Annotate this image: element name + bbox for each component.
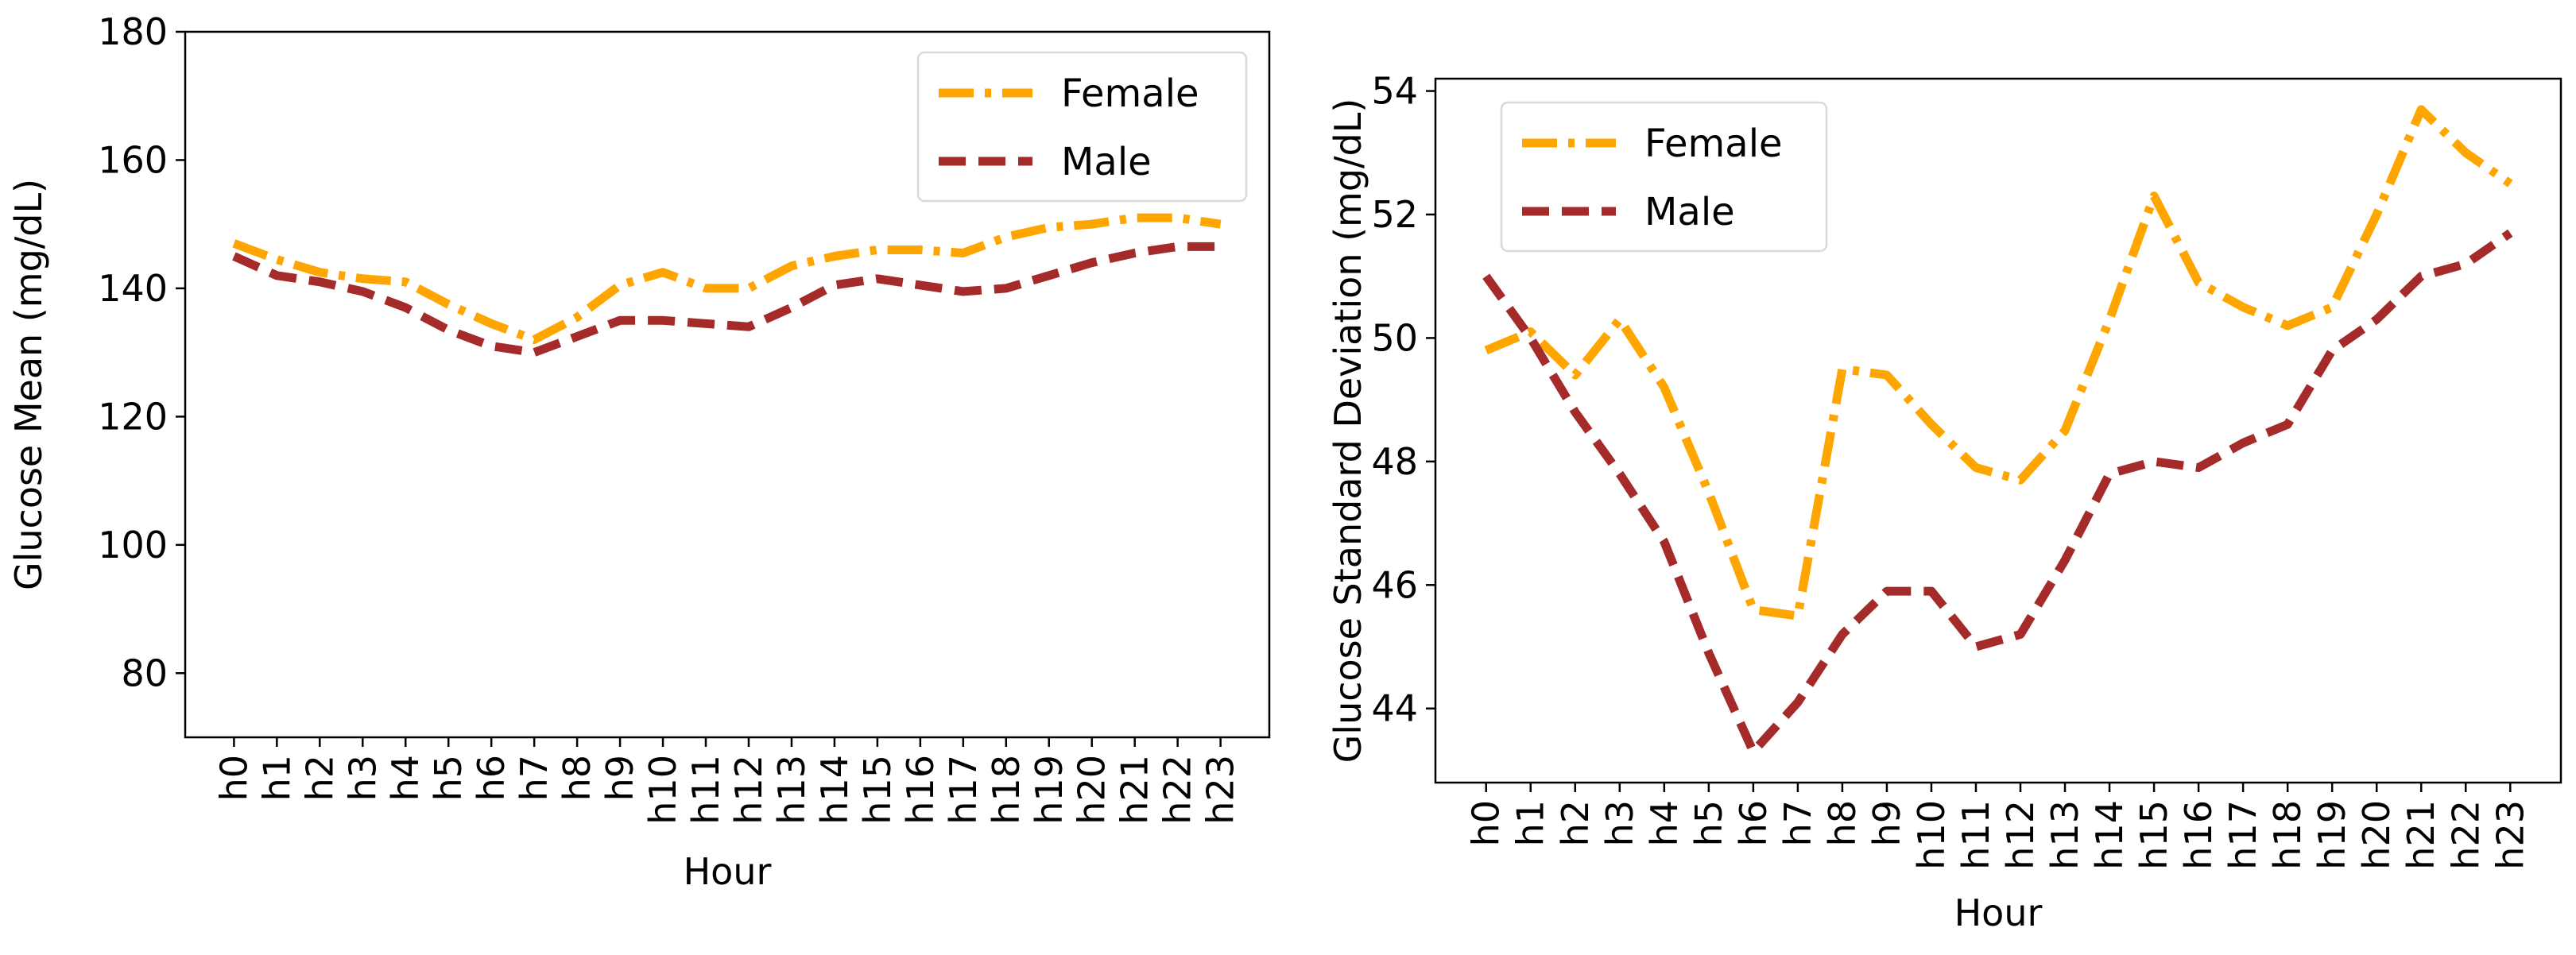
x-tick-label: h8 — [1821, 800, 1864, 846]
y-tick-label: 160 — [98, 138, 168, 181]
y-tick-label: 140 — [98, 267, 168, 310]
x-tick-label: h11 — [684, 755, 727, 825]
legend-label-male: Male — [1644, 190, 1735, 234]
y-tick-label: 44 — [1371, 687, 1418, 730]
x-tick-label: h3 — [1598, 800, 1641, 846]
x-tick-label: h16 — [899, 755, 942, 825]
x-tick-label: h10 — [1910, 800, 1953, 870]
x-tick-label: h0 — [1465, 800, 1508, 846]
legend-label-female: Female — [1061, 72, 1199, 116]
x-tick-label: h7 — [1776, 800, 1819, 846]
y-tick-label: 100 — [98, 524, 168, 566]
x-tick-label: h15 — [856, 755, 899, 825]
y-tick-label: 50 — [1371, 316, 1418, 359]
x-tick-label: h4 — [1643, 800, 1686, 846]
series-line-male — [1482, 229, 2513, 756]
x-tick-label: h17 — [2222, 800, 2264, 870]
x-tick-label: h2 — [1554, 800, 1597, 846]
legend-label-female: Female — [1644, 122, 1783, 166]
x-tick-label: h19 — [1028, 755, 1071, 825]
x-axis-label: Hour — [684, 850, 772, 893]
legend-label-male: Male — [1061, 140, 1152, 184]
x-tick-label: h18 — [985, 755, 1028, 825]
x-tick-label: h11 — [1954, 800, 1997, 870]
x-tick-label: h19 — [2311, 800, 2353, 870]
x-tick-label: h10 — [641, 755, 684, 825]
x-tick-label: h20 — [2355, 800, 2398, 870]
x-tick-label: h20 — [1071, 755, 1114, 825]
x-tick-label: h1 — [1509, 800, 1552, 846]
x-tick-label: h14 — [813, 755, 856, 825]
y-tick-label: 54 — [1371, 70, 1418, 113]
x-tick-label: h13 — [770, 755, 813, 825]
plot-area-frame — [184, 30, 1271, 739]
x-tick-label: h6 — [470, 755, 513, 801]
y-tick-label: 48 — [1371, 440, 1418, 483]
x-tick-label: h5 — [1687, 800, 1730, 846]
x-tick-label: h16 — [2177, 800, 2220, 870]
x-tick-label: h14 — [2088, 800, 2131, 870]
x-tick-label: h15 — [2132, 800, 2175, 870]
x-tick-label: h18 — [2266, 800, 2309, 870]
x-tick-label: h6 — [1732, 800, 1775, 846]
series-line-female — [1484, 105, 2513, 621]
x-tick-label: h17 — [942, 755, 985, 825]
y-axis-label: Glucose Standard Deviation (mg/dL) — [1327, 99, 1369, 764]
x-tick-label: h0 — [212, 755, 255, 801]
y-tick-label: 52 — [1371, 193, 1418, 236]
series-line-male — [232, 242, 1221, 358]
x-tick-label: h21 — [1114, 755, 1156, 825]
x-tick-label: h5 — [427, 755, 470, 801]
y-tick-label: 120 — [98, 395, 168, 438]
y-axis-label: Glucose Mean (mg/dL) — [7, 179, 50, 590]
plot-area-frame — [1434, 77, 2562, 784]
x-tick-label: h9 — [1865, 800, 1908, 846]
x-tick-label: h2 — [298, 755, 341, 801]
x-tick-label: h8 — [556, 755, 598, 801]
x-tick-label: h22 — [2444, 800, 2487, 870]
legend: Female Male — [1500, 101, 1828, 253]
x-tick-label: h9 — [598, 755, 641, 801]
y-tick-label: 180 — [98, 10, 168, 53]
x-tick-label: h22 — [1156, 755, 1199, 825]
chart-panel-0: 80 100 120 140 160 180 h0 h1 h2 h3 h4 h5 h6 h7 h8 h9 h10… — [7, 10, 1271, 893]
x-tick-label: h13 — [2043, 800, 2086, 870]
x-tick-label: h21 — [2400, 800, 2442, 870]
x-tick-label: h7 — [513, 755, 556, 801]
x-tick-label: h12 — [727, 755, 770, 825]
series-line-female — [232, 213, 1222, 344]
x-tick-label: h23 — [2489, 800, 2531, 870]
x-tick-label: h3 — [341, 755, 384, 801]
x-tick-label: h12 — [1999, 800, 2042, 870]
x-tick-label: h23 — [1199, 755, 1242, 825]
x-axis-label: Hour — [1954, 891, 2043, 934]
y-tick-label: 46 — [1371, 563, 1418, 606]
x-tick-label: h4 — [384, 755, 427, 801]
legend: Female Male — [916, 51, 1248, 203]
y-tick-label: 80 — [121, 651, 168, 694]
x-tick-label: h1 — [255, 755, 298, 801]
